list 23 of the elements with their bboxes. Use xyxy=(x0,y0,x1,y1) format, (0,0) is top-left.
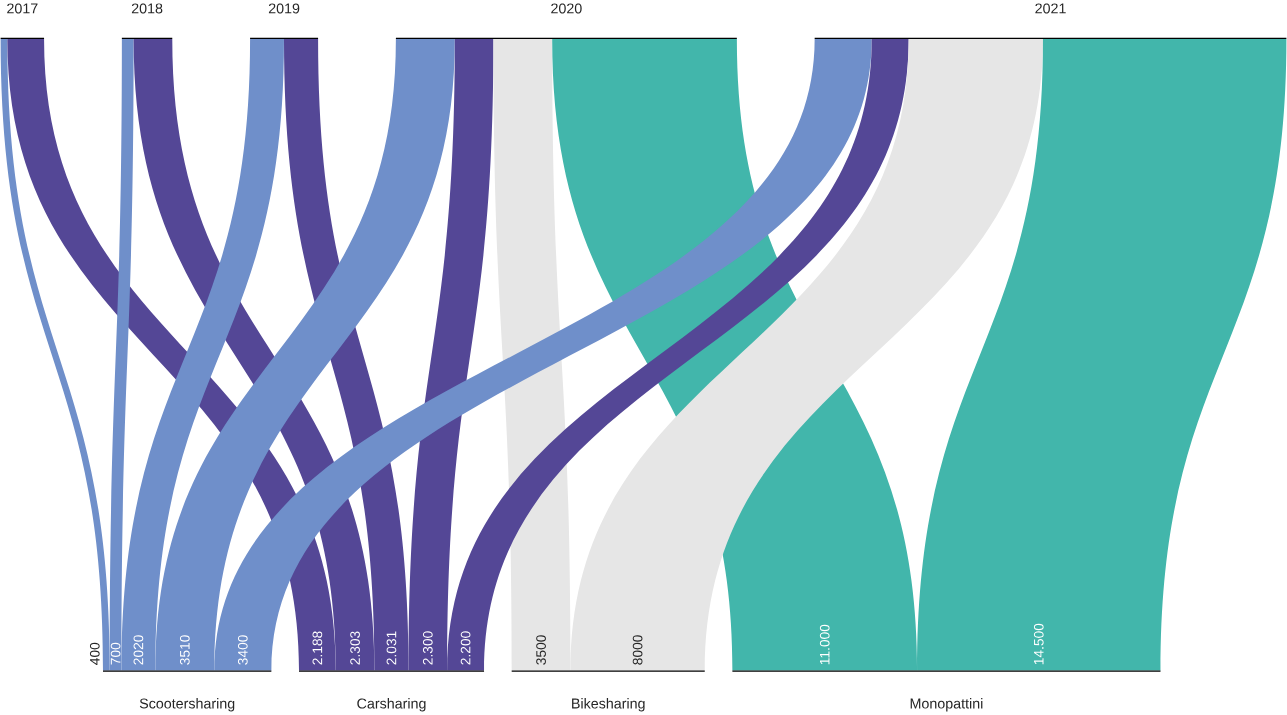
data-label: 400 xyxy=(89,642,100,666)
series-label: 2019 xyxy=(268,3,300,14)
data-label: 8000 xyxy=(632,635,643,665)
data-label: 700 xyxy=(110,642,121,665)
category-label: Carsharing xyxy=(357,698,426,712)
data-label: 3400 xyxy=(237,635,248,665)
data-label: 11.000 xyxy=(819,624,830,665)
data-label: 3510 xyxy=(179,635,190,665)
category-label: Bikesharing xyxy=(572,698,645,712)
series-label: 2018 xyxy=(131,3,163,14)
data-label: 2.188 xyxy=(312,631,323,665)
category-label: Scootersharing xyxy=(139,698,235,712)
data-label: 2.031 xyxy=(386,631,397,665)
data-label: 3500 xyxy=(536,635,546,665)
series-label: 2020 xyxy=(551,3,582,14)
data-label: 2.300 xyxy=(422,631,433,665)
series-label: 2021 xyxy=(1035,3,1066,14)
data-label: 2.303 xyxy=(350,631,360,665)
data-label: 2.200 xyxy=(460,631,471,665)
series-label: 2017 xyxy=(7,3,38,14)
category-label: Monopattini xyxy=(910,698,983,712)
data-label: 2020 xyxy=(133,635,144,665)
data-label: 14.500 xyxy=(1033,623,1044,665)
